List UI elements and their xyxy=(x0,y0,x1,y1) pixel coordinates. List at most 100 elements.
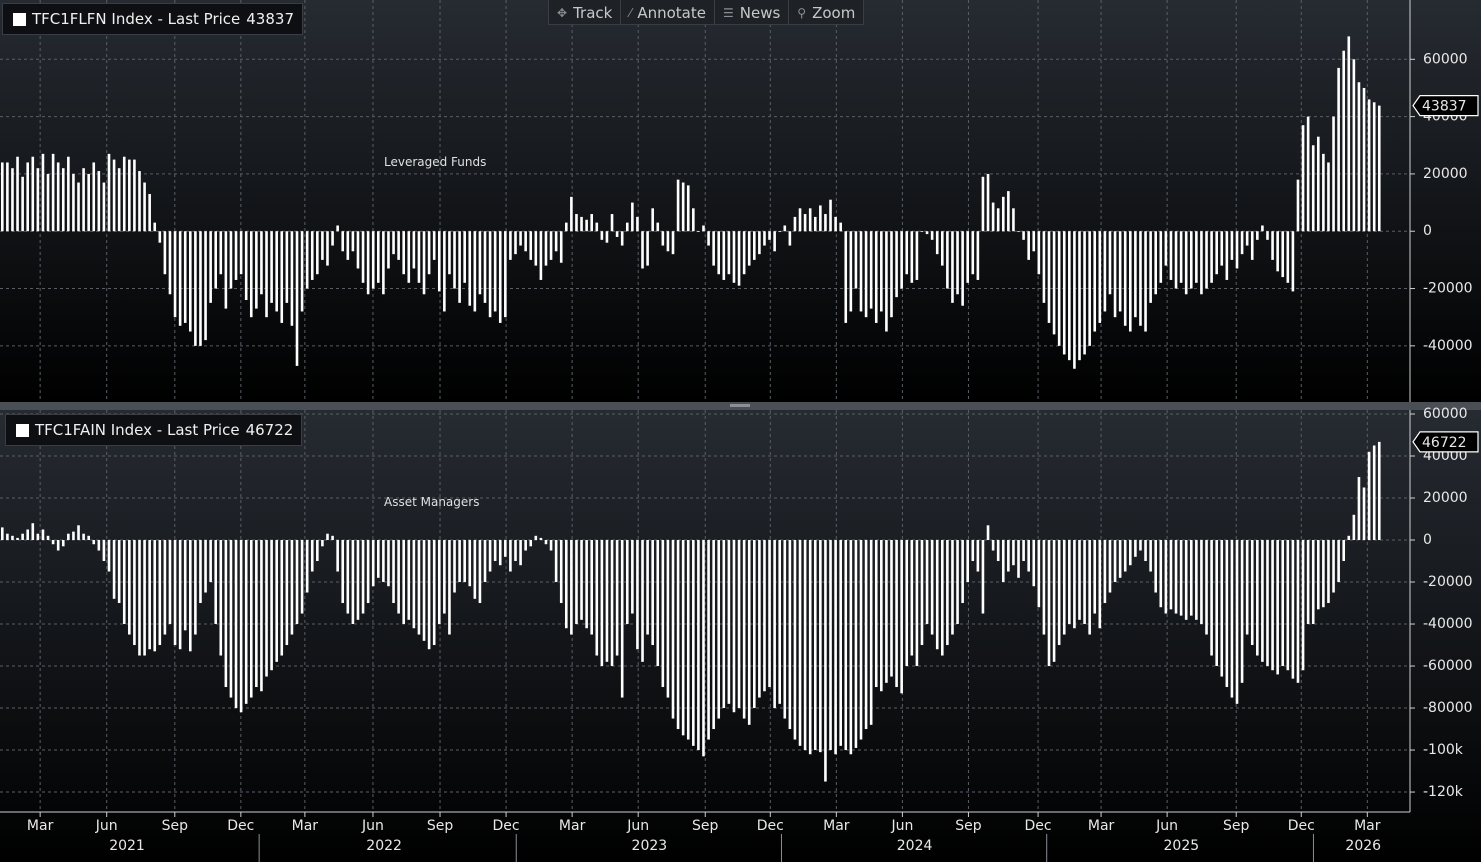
bar xyxy=(1083,231,1086,355)
bar xyxy=(270,231,273,303)
y-tick-label: -20000 xyxy=(1423,281,1473,297)
x-tick-label: Mar xyxy=(292,818,319,834)
bar xyxy=(925,231,929,235)
legend[interactable]: TFC1FAIN Index - Last Price 46722 xyxy=(5,414,303,446)
bar xyxy=(1362,487,1366,541)
bar xyxy=(275,540,278,662)
bar xyxy=(351,231,355,252)
bar xyxy=(1139,540,1142,551)
bar xyxy=(168,540,172,625)
x-tick-label: Dec xyxy=(1025,818,1052,834)
bar xyxy=(646,540,649,635)
bar xyxy=(1042,540,1046,635)
bar xyxy=(534,535,538,541)
bar xyxy=(87,173,90,232)
bar xyxy=(1367,99,1371,232)
bar xyxy=(702,540,705,757)
bar xyxy=(504,540,507,557)
splitter-handle[interactable] xyxy=(730,404,750,407)
bar xyxy=(1332,116,1335,232)
bar xyxy=(1372,102,1376,232)
bar xyxy=(991,540,995,551)
bar xyxy=(1311,145,1315,232)
bar xyxy=(529,540,533,547)
bar xyxy=(1093,231,1097,332)
bar xyxy=(549,540,553,551)
bar xyxy=(778,231,782,233)
x-tick-label: Sep xyxy=(955,818,982,834)
bar xyxy=(265,540,268,677)
bar xyxy=(1159,231,1163,283)
bar xyxy=(1154,540,1158,593)
bar xyxy=(1301,125,1305,232)
bar xyxy=(1047,231,1051,323)
bar xyxy=(453,540,456,593)
bar xyxy=(585,540,588,629)
bar xyxy=(341,231,345,252)
bar xyxy=(666,231,670,252)
bar xyxy=(46,535,50,541)
bar xyxy=(869,231,873,309)
toolbar-button[interactable]: ⁄ Annotate xyxy=(621,0,715,24)
year-label: 2021 xyxy=(109,838,145,854)
bar xyxy=(305,231,309,289)
bar xyxy=(981,176,985,232)
bar xyxy=(956,231,959,295)
bar xyxy=(21,533,24,541)
bar xyxy=(864,231,868,318)
bar xyxy=(463,540,466,583)
toolbar-button[interactable]: ⚲ Zoom xyxy=(797,3,856,22)
bar xyxy=(824,540,827,782)
bar xyxy=(1169,231,1173,280)
bar xyxy=(1047,540,1051,667)
bar xyxy=(1276,540,1279,675)
bar xyxy=(961,540,964,604)
bar xyxy=(849,231,853,312)
legend[interactable]: TFC1FLFN Index - Last Price 43837 xyxy=(2,3,303,35)
bar xyxy=(82,533,85,541)
bar xyxy=(1332,540,1335,593)
bar xyxy=(1098,540,1102,629)
bar xyxy=(133,540,136,646)
bar xyxy=(946,231,949,289)
toolbar-button[interactable]: ☰ News xyxy=(715,0,790,24)
bar xyxy=(194,231,197,346)
bar xyxy=(1225,231,1229,280)
bar xyxy=(493,231,497,312)
bar xyxy=(900,231,903,289)
bar xyxy=(1093,540,1097,614)
bar xyxy=(1179,540,1183,616)
bar xyxy=(808,208,812,232)
last-price-tag-label: 43837 xyxy=(1422,99,1467,115)
bar xyxy=(1189,540,1193,616)
toolbar-button[interactable]: ✥ Track xyxy=(549,0,622,24)
bar xyxy=(1032,231,1036,252)
bar xyxy=(773,231,776,252)
bar xyxy=(524,540,527,551)
bar xyxy=(361,231,365,283)
bar xyxy=(1174,231,1178,289)
bar xyxy=(1245,540,1249,635)
bar xyxy=(1057,540,1061,646)
bar xyxy=(1027,231,1030,260)
bar xyxy=(224,231,228,309)
bar xyxy=(1311,540,1315,625)
bar xyxy=(285,231,289,303)
bar xyxy=(6,162,9,232)
bar xyxy=(72,531,75,541)
bar xyxy=(971,540,975,562)
bar xyxy=(610,540,614,667)
bar xyxy=(722,540,726,709)
bar xyxy=(468,540,472,587)
bar xyxy=(819,540,822,753)
bar xyxy=(498,231,502,323)
bar xyxy=(1052,231,1056,335)
bar xyxy=(412,540,416,629)
legend-title: TFC1FAIN Index - Last Price xyxy=(35,421,240,439)
bar xyxy=(813,540,817,751)
bar xyxy=(1062,540,1066,635)
bar xyxy=(209,540,212,583)
bar xyxy=(625,222,629,232)
bar xyxy=(87,535,90,541)
bar xyxy=(178,540,182,650)
